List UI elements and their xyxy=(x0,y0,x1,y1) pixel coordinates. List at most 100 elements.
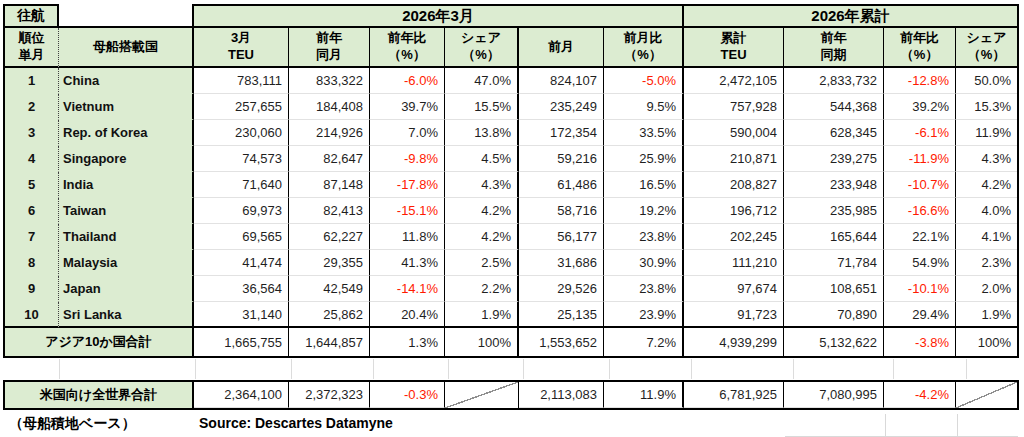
value-cell: 74,573 xyxy=(194,146,289,172)
value-cell: 2,364,100 xyxy=(194,382,289,408)
value-cell: 824,107 xyxy=(519,68,604,94)
value-cell: 4.2% xyxy=(956,172,1017,198)
value-cell: 165,644 xyxy=(784,224,884,250)
col-header-country: 母船搭載国 xyxy=(59,28,194,68)
col-header-rank: 順位単月 xyxy=(5,28,59,68)
country-cell: Rep. of Korea xyxy=(59,120,194,146)
value-cell: -6.1% xyxy=(884,120,956,146)
group-header-row: 往航 2026年3月 2026年累計 xyxy=(5,4,1017,28)
table-row: 6 Taiwan 69,973 82,413 -15.1% 4.2% 58,71… xyxy=(5,198,1017,224)
value-cell: 11.8% xyxy=(370,224,445,250)
rank-cell: 5 xyxy=(5,172,59,198)
value-cell: 25.9% xyxy=(604,146,684,172)
value-cell: 25,862 xyxy=(289,302,370,328)
value-cell: 100% xyxy=(445,328,519,356)
rank-cell: 8 xyxy=(5,250,59,276)
value-cell: 628,345 xyxy=(784,120,884,146)
col-header-cumulative-teu: 累計TEU xyxy=(684,28,784,68)
country-cell: Vietnum xyxy=(59,94,194,120)
country-cell: Thailand xyxy=(59,224,194,250)
rank-cell: 3 xyxy=(5,120,59,146)
country-cell: Taiwan xyxy=(59,198,194,224)
value-cell: 91,723 xyxy=(684,302,784,328)
value-cell: -14.1% xyxy=(370,276,445,302)
value-cell: 9.5% xyxy=(604,94,684,120)
value-cell: -17.8% xyxy=(370,172,445,198)
value-cell: 62,227 xyxy=(289,224,370,250)
value-cell: 833,322 xyxy=(289,68,370,94)
col-header-cum-share-pct: シェア（%） xyxy=(956,28,1017,68)
value-cell: 29,526 xyxy=(519,276,604,302)
value-cell: 11.9% xyxy=(956,120,1017,146)
rank-cell: 9 xyxy=(5,276,59,302)
table-row: 8 Malaysia 41,474 29,355 41.3% 2.5% 31,6… xyxy=(5,250,1017,276)
value-cell: 16.5% xyxy=(604,172,684,198)
source-label: Source: Descartes Datamyne xyxy=(199,415,393,431)
rank-cell: 10 xyxy=(5,302,59,328)
value-cell: 4.1% xyxy=(956,224,1017,250)
world-total-row: 米国向け全世界合計 2,364,100 2,372,323 -0.3% 2,11… xyxy=(5,382,1017,408)
value-cell: 4.2% xyxy=(445,198,519,224)
value-cell: 257,655 xyxy=(194,94,289,120)
col-header-prev-month: 前月 xyxy=(519,28,604,68)
world-total-table: 米国向け全世界合計 2,364,100 2,372,323 -0.3% 2,11… xyxy=(3,380,1019,410)
value-cell: -9.8% xyxy=(370,146,445,172)
value-cell: 757,928 xyxy=(684,94,784,120)
value-cell: -0.3% xyxy=(370,382,445,408)
value-cell: 5,132,622 xyxy=(784,328,884,356)
header-spacer-cell xyxy=(59,4,194,28)
rank-cell: 7 xyxy=(5,224,59,250)
value-cell: 19.2% xyxy=(604,198,684,224)
value-cell: 42,549 xyxy=(289,276,370,302)
country-cell: Japan xyxy=(59,276,194,302)
value-cell: 4.0% xyxy=(956,198,1017,224)
value-cell: 4.3% xyxy=(956,146,1017,172)
value-cell: 184,408 xyxy=(289,94,370,120)
value-cell: 29.4% xyxy=(884,302,956,328)
value-cell: 2,113,083 xyxy=(519,382,604,408)
value-cell: 23.8% xyxy=(604,276,684,302)
value-cell: 22.1% xyxy=(884,224,956,250)
spacer-gridlines xyxy=(3,358,1019,380)
value-cell: -3.8% xyxy=(884,328,956,356)
rank-cell: 2 xyxy=(5,94,59,120)
value-cell: -6.0% xyxy=(370,68,445,94)
value-cell: 2,372,323 xyxy=(289,382,370,408)
value-cell: 2.3% xyxy=(956,250,1017,276)
value-cell: 59,216 xyxy=(519,146,604,172)
country-cell: India xyxy=(59,172,194,198)
value-cell: 33.5% xyxy=(604,120,684,146)
value-cell: 97,674 xyxy=(684,276,784,302)
value-cell: 590,004 xyxy=(684,120,784,146)
value-cell: 25,135 xyxy=(519,302,604,328)
value-cell: 69,973 xyxy=(194,198,289,224)
value-cell: 15.5% xyxy=(445,94,519,120)
value-cell: 196,712 xyxy=(684,198,784,224)
table-row: 9 Japan 36,564 42,549 -14.1% 2.2% 29,526… xyxy=(5,276,1017,302)
value-cell: 58,716 xyxy=(519,198,604,224)
value-cell: 87,148 xyxy=(289,172,370,198)
value-cell: 30.9% xyxy=(604,250,684,276)
value-cell: 108,651 xyxy=(784,276,884,302)
value-cell: 23.9% xyxy=(604,302,684,328)
value-cell: 71,640 xyxy=(194,172,289,198)
value-cell: -15.1% xyxy=(370,198,445,224)
footer: （母船積地ベース） Source: Descartes Datamyne xyxy=(3,412,1019,437)
value-cell: 2,833,732 xyxy=(784,68,884,94)
value-cell: 4,939,299 xyxy=(684,328,784,356)
value-cell: 2,472,105 xyxy=(684,68,784,94)
ghost-gridline xyxy=(957,414,958,436)
value-cell: 172,354 xyxy=(519,120,604,146)
country-cell: China xyxy=(59,68,194,94)
value-cell: -11.9% xyxy=(884,146,956,172)
table-row: 4 Singapore 74,573 82,647 -9.8% 4.5% 59,… xyxy=(5,146,1017,172)
value-cell: 1,665,755 xyxy=(194,328,289,356)
share-diagonal-cell xyxy=(956,382,1017,408)
value-cell: 7.2% xyxy=(604,328,684,356)
value-cell: 54.9% xyxy=(884,250,956,276)
asia-total-row: アジア10か国合計 1,665,755 1,644,857 1.3% 100% … xyxy=(5,328,1017,356)
value-cell: 2.2% xyxy=(445,276,519,302)
value-cell: 41.3% xyxy=(370,250,445,276)
value-cell: 230,060 xyxy=(194,120,289,146)
value-cell: 4.5% xyxy=(445,146,519,172)
